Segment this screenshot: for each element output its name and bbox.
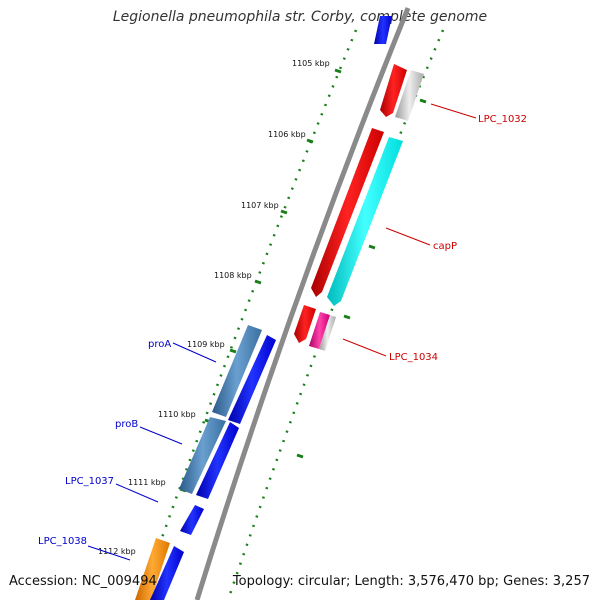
tick-mark [296,453,304,459]
gene-label-lpc1037[interactable]: LPC_1037 [65,476,114,487]
tick-label-1108: 1108 kbp [214,271,252,280]
gene-feature-proA[interactable] [212,325,262,417]
tick-mark [306,138,314,144]
tick-label-1110: 1110 kbp [158,410,196,419]
gene-feature-blue-mid2[interactable] [196,422,239,499]
tick-mark [334,68,342,74]
major-ticks [154,68,427,563]
gene-feature-gray-small[interactable] [319,315,336,351]
leader-line-proB [139,426,183,445]
tick-mark [254,279,262,285]
map-title: Legionella pneumophila str. Corby, compl… [112,9,488,25]
leader-line-capP [385,227,431,246]
leader-line-lpc1034 [342,338,387,357]
gene-feature-blue-mid1[interactable] [228,335,276,424]
gene-feature-lpc1032[interactable] [395,70,424,121]
outer-tick-track [226,29,445,600]
tick-label-1105: 1105 kbp [292,59,330,68]
gene-feature-blue-bottom[interactable] [150,546,184,600]
genome-backbone [194,7,411,600]
gene-feature-red-long[interactable] [311,128,384,297]
gene-feature-red-small[interactable] [294,305,316,343]
gene-feature-lpc1038[interactable] [135,538,170,600]
leader-line-lpc1032 [430,103,477,119]
tick-mark [368,244,376,250]
tick-mark [280,209,288,215]
inner-tick-track [138,29,358,600]
tick-label-1112: 1112 kbp [98,547,136,556]
tick-label-1111: 1111 kbp [128,478,166,487]
tick-label-1109: 1109 kbp [187,340,225,349]
gene-feature-blue-top[interactable] [374,16,392,44]
gene-feature-lpc1037[interactable] [180,505,204,535]
leader-line-lpc1038 [87,545,131,561]
gene-label-lpc1032[interactable]: LPC_1032 [478,114,527,125]
gene-feature-capP[interactable] [327,137,403,306]
tick-label-1107: 1107 kbp [241,201,279,210]
tick-mark [419,98,427,104]
gene-feature-lpc1034[interactable] [309,312,330,349]
tick-mark [229,348,237,354]
tick-mark [343,314,351,320]
leader-line-proA [172,342,217,363]
gene-label-capP[interactable]: capP [433,241,457,252]
tick-label-1106: 1106 kbp [268,130,306,139]
gene-label-proB[interactable]: proB [115,419,138,430]
gene-label-lpc1038[interactable]: LPC_1038 [38,536,87,547]
gene-label-proA[interactable]: proA [148,339,171,350]
gene-feature-red-lpc1031[interactable] [380,64,407,117]
leader-line-lpc1037 [115,483,159,503]
gene-label-lpc1034[interactable]: LPC_1034 [389,352,438,363]
accession-text: Accession: NC_009494 [9,574,157,589]
gene-feature-proB[interactable] [179,417,226,494]
topology-text: Topology: circular; Length: 3,576,470 bp… [232,574,590,589]
